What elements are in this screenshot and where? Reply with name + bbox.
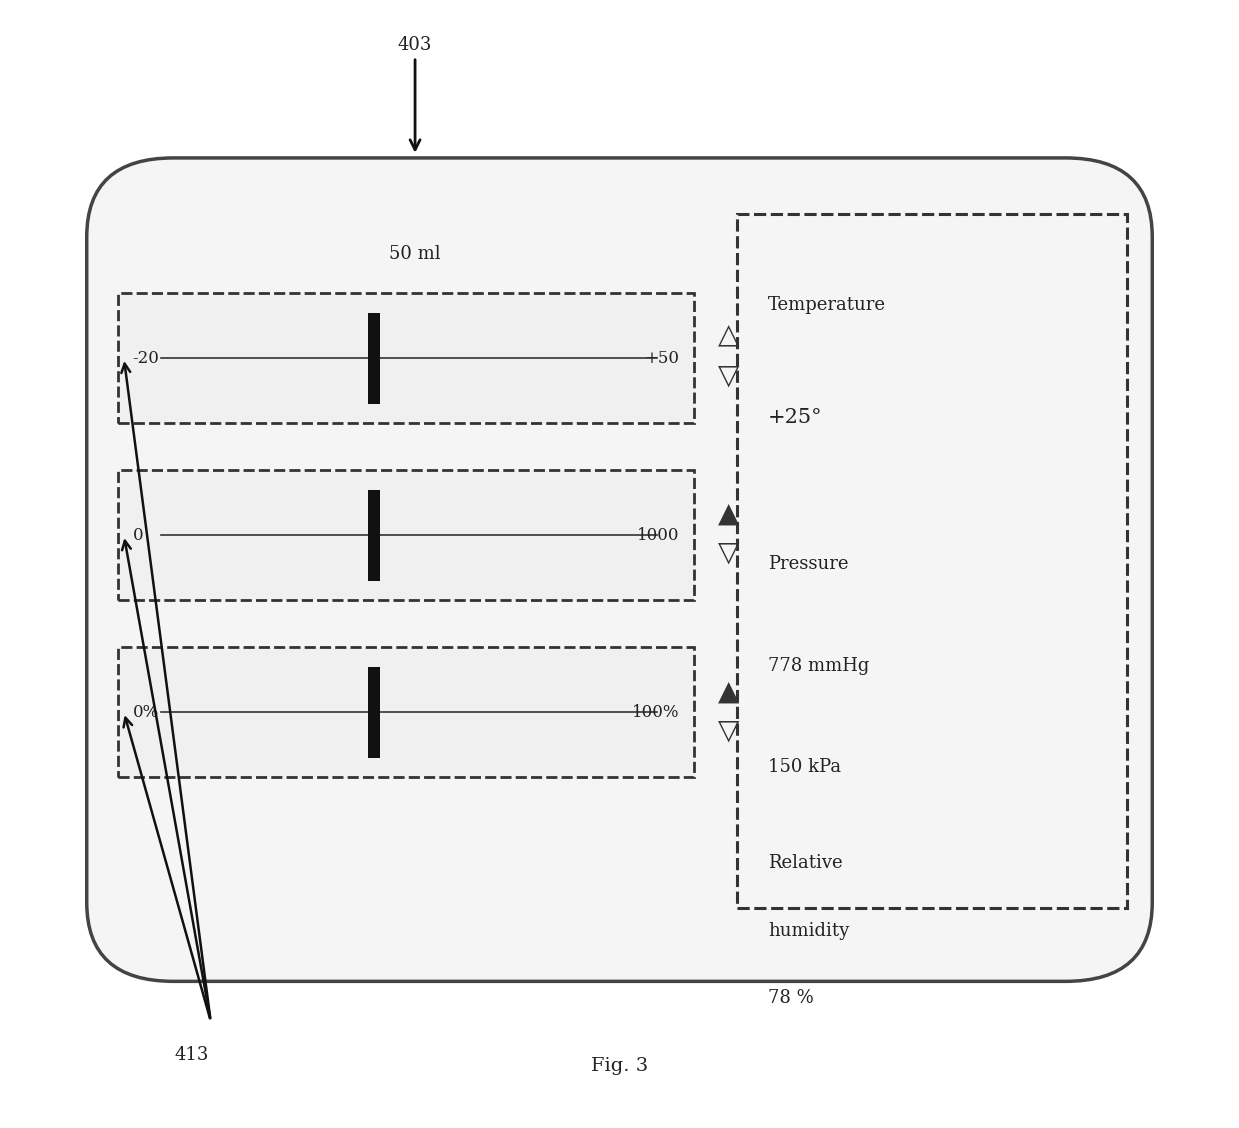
Text: 0: 0 (133, 527, 144, 544)
FancyBboxPatch shape (368, 490, 380, 581)
Text: 150 kPa: 150 kPa (768, 758, 841, 776)
Text: Fig. 3: Fig. 3 (591, 1057, 648, 1075)
Text: Pressure: Pressure (768, 555, 849, 573)
Text: 413: 413 (175, 1046, 209, 1064)
Text: +50: +50 (644, 350, 679, 367)
Text: 1000: 1000 (637, 527, 679, 544)
Text: ▽: ▽ (717, 362, 740, 389)
Text: +25°: +25° (768, 408, 823, 426)
Text: △: △ (717, 321, 740, 349)
Text: 778 mmHg: 778 mmHg (768, 656, 870, 675)
FancyBboxPatch shape (87, 158, 1152, 981)
Text: 0%: 0% (133, 704, 159, 721)
Text: humidity: humidity (768, 922, 850, 940)
Text: 50 ml: 50 ml (389, 245, 441, 263)
Text: 403: 403 (398, 36, 432, 150)
Text: 100%: 100% (632, 704, 679, 721)
FancyBboxPatch shape (737, 214, 1127, 908)
FancyBboxPatch shape (118, 647, 694, 777)
FancyBboxPatch shape (118, 470, 694, 600)
Text: ▲: ▲ (717, 500, 740, 527)
Text: -20: -20 (133, 350, 160, 367)
Text: Relative: Relative (768, 854, 843, 872)
Text: ▲: ▲ (717, 678, 740, 705)
Text: ▽: ▽ (717, 717, 740, 744)
Text: ▽: ▽ (717, 539, 740, 566)
Text: 78 %: 78 % (768, 989, 814, 1007)
Text: Temperature: Temperature (768, 296, 886, 314)
FancyBboxPatch shape (368, 312, 380, 404)
FancyBboxPatch shape (368, 667, 380, 758)
FancyBboxPatch shape (118, 293, 694, 423)
